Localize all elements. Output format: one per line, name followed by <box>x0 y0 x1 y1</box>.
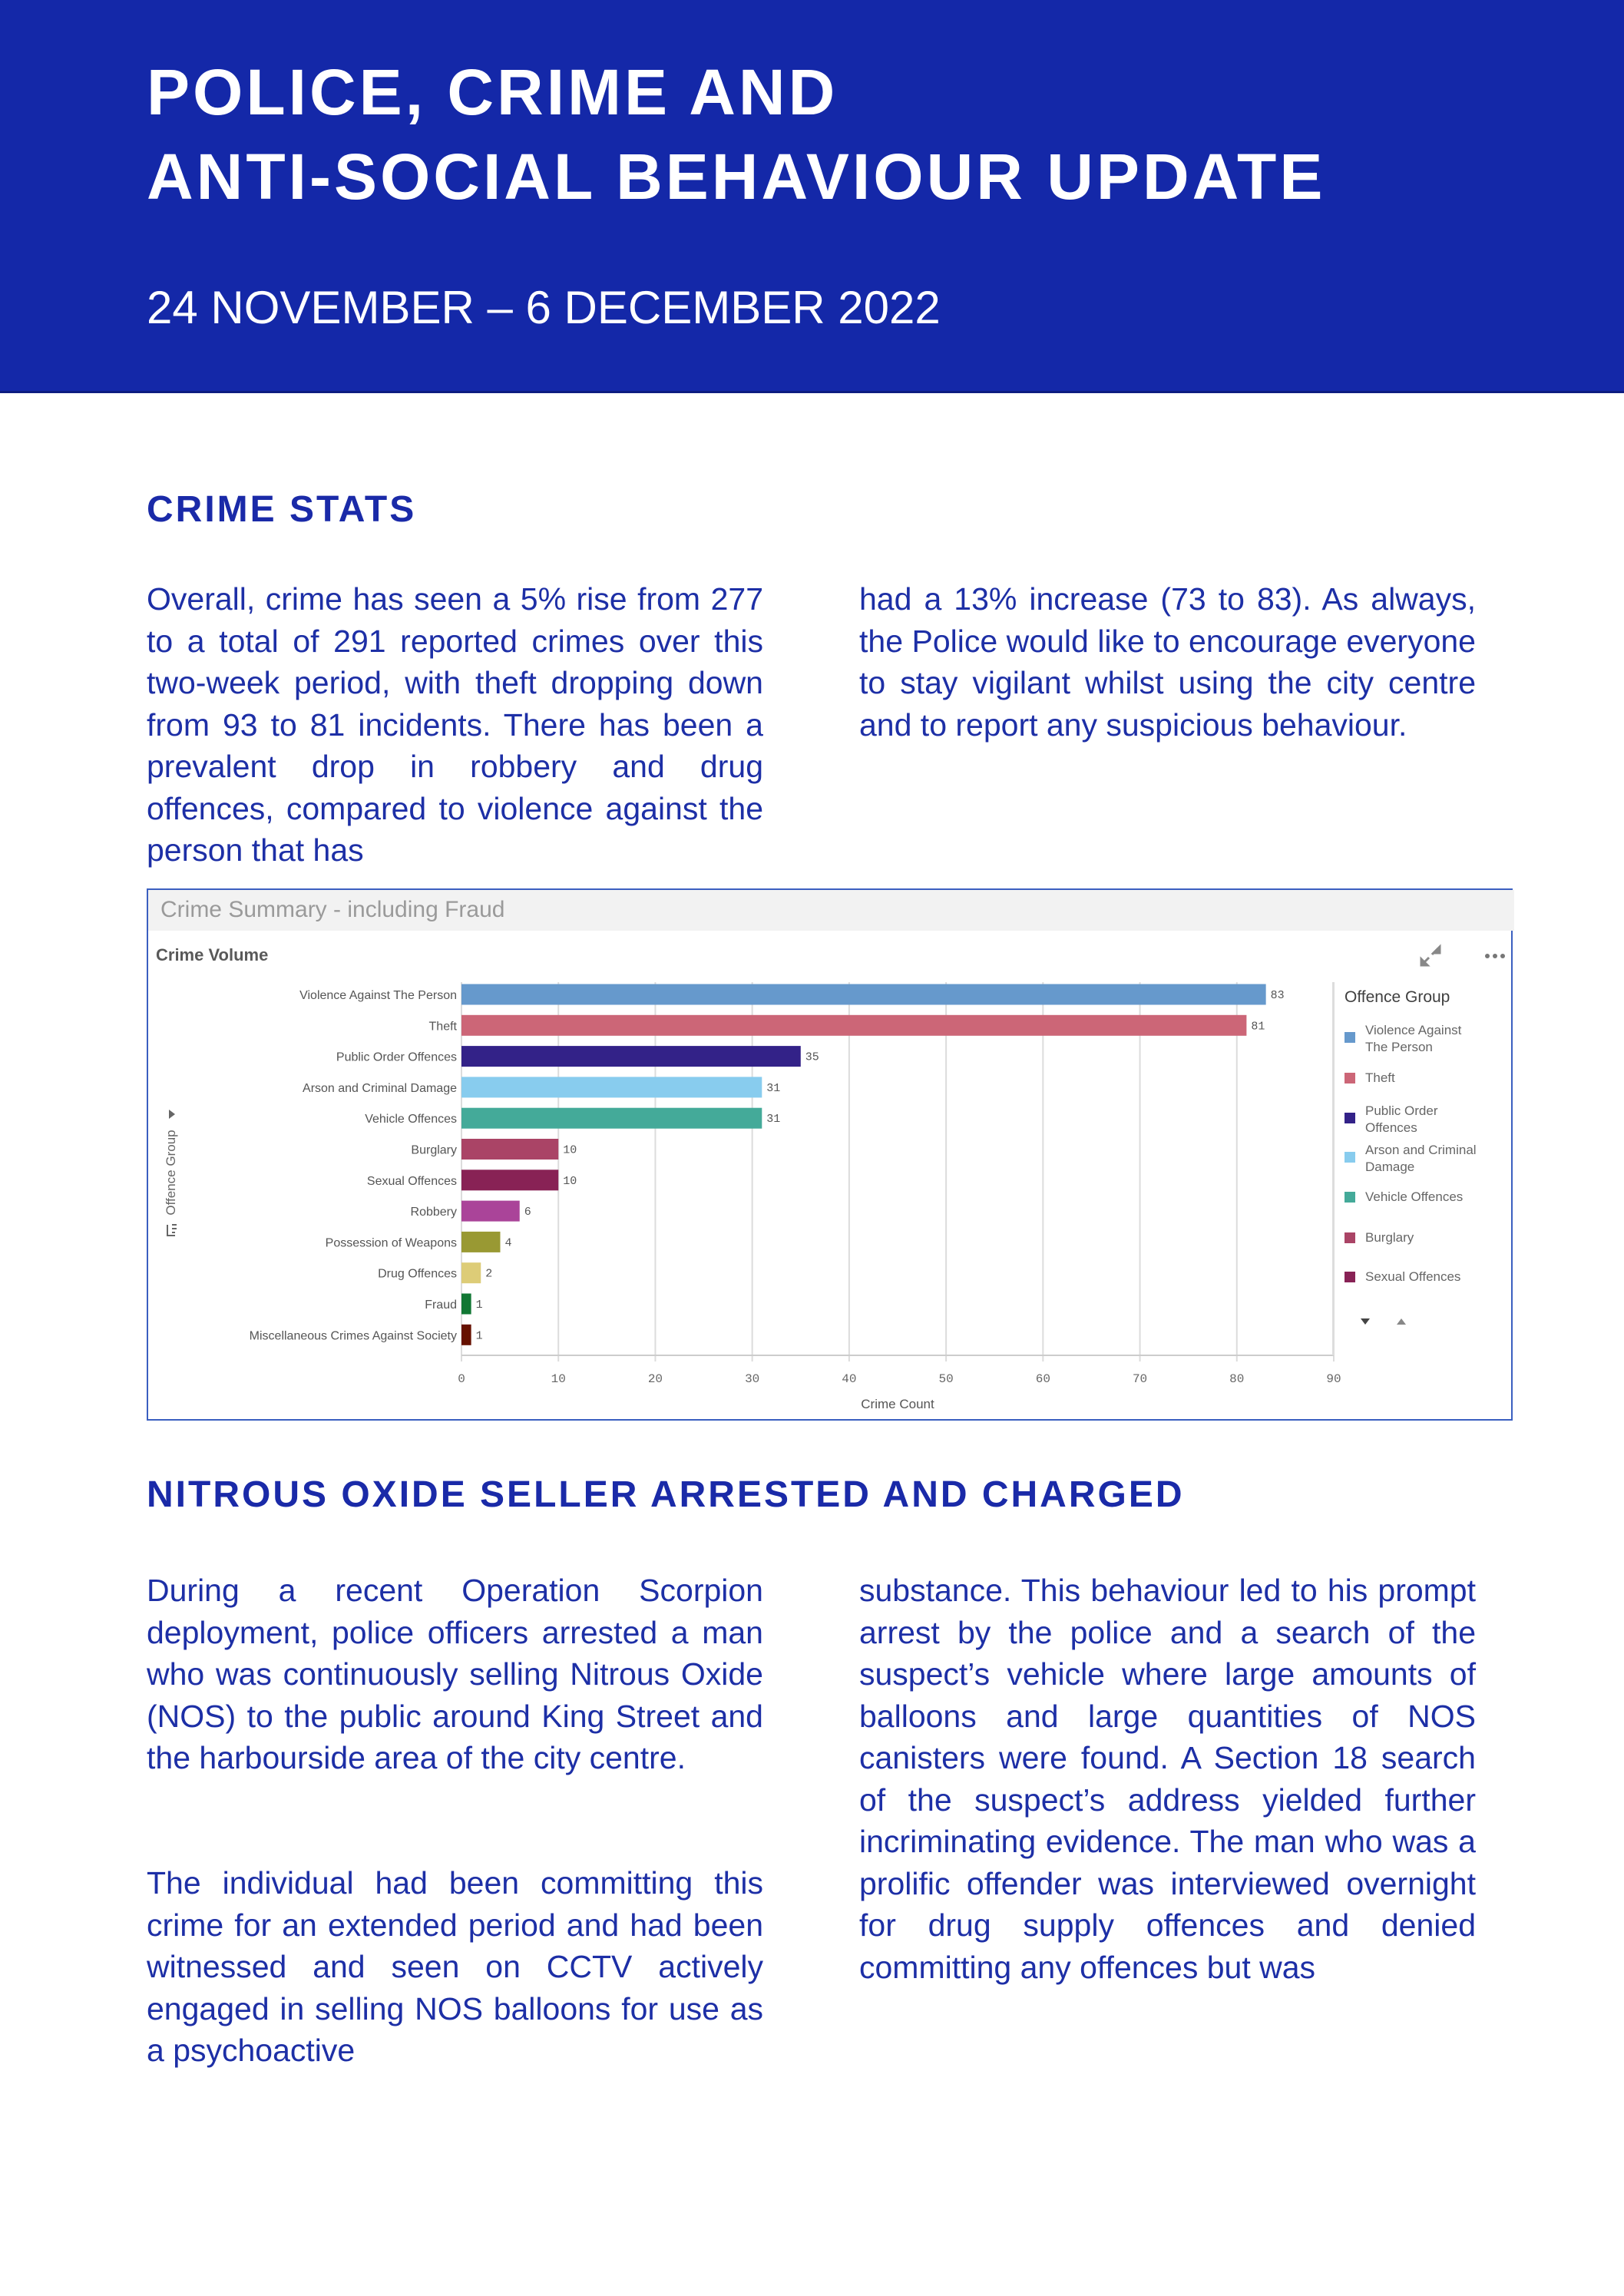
bar <box>461 1200 520 1222</box>
chart-title: Crime Volume <box>156 945 268 964</box>
date-range: 24 NOVEMBER – 6 DECEMBER 2022 <box>147 282 941 333</box>
bar <box>461 1107 762 1129</box>
value-label: 10 <box>563 1144 577 1157</box>
page-header: POLICE, CRIME AND ANTI-SOCIAL BEHAVIOUR … <box>0 0 1624 393</box>
legend-swatch <box>1345 1113 1355 1123</box>
category-label: Vehicle Offences <box>365 1113 457 1126</box>
y-axis-label[interactable]: Offence Group <box>164 1130 178 1215</box>
x-tick-label: 10 <box>551 1372 566 1386</box>
panel-title: Crime Summary - including Fraud <box>160 897 504 922</box>
value-label: 31 <box>766 1113 780 1126</box>
legend-item[interactable]: Public Order Offences <box>1365 1103 1438 1135</box>
nitrous-oxide-heading: NITROUS OXIDE SELLER ARRESTED AND CHARGE… <box>147 1474 1185 1515</box>
crime-volume-chart: Crime Summary - including Fraud Crime Vo… <box>148 890 1514 1411</box>
bar <box>461 1231 501 1252</box>
bar <box>461 1014 1247 1036</box>
legend-item[interactable]: Violence Against The Person <box>1365 1023 1462 1054</box>
nos-col1-p2: The individual had been committing this … <box>147 1865 763 2068</box>
bar <box>461 1324 471 1345</box>
value-label: 1 <box>476 1329 483 1342</box>
triangle-up-icon[interactable] <box>1397 1318 1406 1325</box>
legend-item[interactable]: Vehicle Offences <box>1365 1189 1463 1204</box>
legend-swatch <box>1345 1073 1355 1083</box>
legend-item[interactable]: Arson and Criminal Damage <box>1365 1143 1477 1174</box>
panel-title-bar <box>148 890 1514 931</box>
category-label: Violence Against The Person <box>299 989 457 1002</box>
value-label: 1 <box>476 1299 483 1312</box>
triangle-down-icon[interactable] <box>1361 1318 1370 1325</box>
legend-swatch <box>1345 1272 1355 1282</box>
bar <box>461 1262 481 1284</box>
bar <box>461 1046 801 1067</box>
bar <box>461 1293 471 1315</box>
category-label: Theft <box>429 1020 458 1033</box>
bar <box>461 1170 559 1191</box>
x-tick-label: 50 <box>939 1372 954 1386</box>
x-tick-label: 20 <box>648 1372 663 1386</box>
legend-item[interactable]: Sexual Offences <box>1365 1269 1460 1284</box>
category-label: Fraud <box>425 1299 457 1312</box>
x-tick-label: 30 <box>745 1372 759 1386</box>
bar <box>461 1139 559 1160</box>
category-label: Arson and Criminal Damage <box>303 1082 457 1095</box>
title-line-2: ANTI-SOCIAL BEHAVIOUR UPDATE <box>147 141 1326 213</box>
x-tick-label: 70 <box>1133 1372 1147 1386</box>
legend-swatch <box>1345 1032 1355 1043</box>
nos-col1-p1: During a recent Operation Scorpion deplo… <box>147 1573 763 1775</box>
value-label: 4 <box>504 1236 511 1249</box>
category-label: Burglary <box>411 1144 457 1157</box>
category-label: Sexual Offences <box>367 1175 457 1188</box>
value-label: 10 <box>563 1175 577 1188</box>
category-label: Miscellaneous Crimes Against Society <box>250 1329 457 1342</box>
x-tick-label: 80 <box>1229 1372 1244 1386</box>
bar <box>461 984 1266 1005</box>
legend-title: Offence Group <box>1345 988 1450 1006</box>
value-label: 81 <box>1251 1020 1265 1033</box>
legend-item[interactable]: Burglary <box>1365 1230 1414 1245</box>
x-tick-label: 0 <box>458 1372 465 1386</box>
x-tick-label: 40 <box>842 1372 856 1386</box>
crime-stats-col2: had a 13% increase (73 to 83). As always… <box>859 581 1476 743</box>
legend-swatch <box>1345 1152 1355 1163</box>
category-label: Possession of Weapons <box>326 1236 457 1249</box>
category-label: Public Order Offences <box>336 1051 457 1064</box>
value-label: 6 <box>524 1206 531 1219</box>
crime-stats-col1: Overall, crime has seen a 5% rise from 2… <box>147 581 763 868</box>
legend-swatch <box>1345 1232 1355 1243</box>
sort-icon[interactable] <box>167 1224 177 1236</box>
x-tick-label: 90 <box>1326 1372 1341 1386</box>
crime-stats-heading: CRIME STATS <box>147 489 417 530</box>
expand-triangle-icon[interactable] <box>169 1110 175 1119</box>
value-label: 2 <box>485 1268 492 1281</box>
bar <box>461 1077 762 1098</box>
legend-swatch <box>1345 1192 1355 1203</box>
x-axis-label: Crime Count <box>861 1397 934 1411</box>
value-label: 31 <box>766 1082 780 1095</box>
collapse-arrows-icon[interactable] <box>1420 944 1441 967</box>
legend-item[interactable]: Theft <box>1365 1070 1395 1085</box>
category-label: Robbery <box>411 1206 457 1219</box>
value-label: 35 <box>805 1051 819 1064</box>
crime-summary-chart-panel: Crime Summary - including Fraud Crime Vo… <box>147 888 1514 1421</box>
value-label: 83 <box>1271 989 1285 1002</box>
nos-col2: substance. This behaviour led to his pro… <box>859 1573 1476 1985</box>
title-line-1: POLICE, CRIME AND <box>147 56 838 128</box>
more-dots-icon[interactable] <box>1485 954 1505 958</box>
x-tick-label: 60 <box>1036 1372 1050 1386</box>
category-label: Drug Offences <box>378 1268 457 1281</box>
